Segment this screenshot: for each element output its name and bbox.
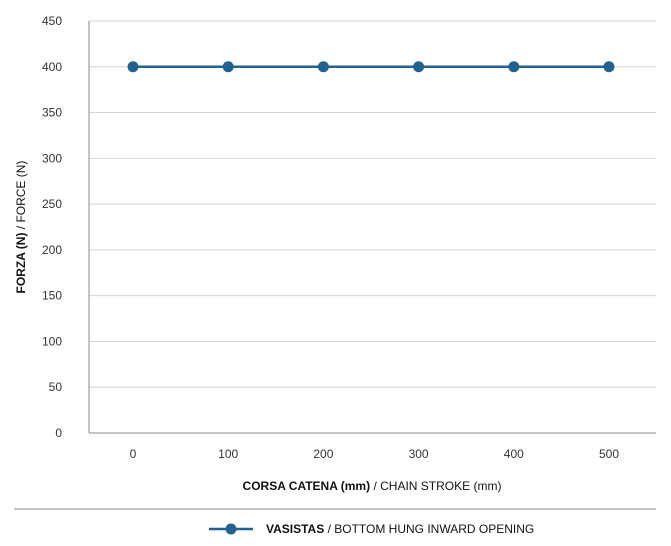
y-tick-100: 100 bbox=[42, 334, 62, 348]
y-tick-50: 50 bbox=[49, 380, 63, 394]
legend-label-rest: / BOTTOM HUNG INWARD OPENING bbox=[324, 522, 534, 536]
y-tick-0: 0 bbox=[55, 426, 62, 440]
y-tick-200: 200 bbox=[42, 243, 62, 257]
y-tick-450: 450 bbox=[42, 14, 62, 28]
y-tick-300: 300 bbox=[42, 151, 62, 165]
y-axis-label-rest: / FORCE (N) bbox=[14, 161, 28, 233]
y-tick-400: 400 bbox=[42, 60, 62, 74]
legend-label-bold: VASISTAS bbox=[266, 522, 324, 536]
data-point-400 bbox=[508, 61, 520, 73]
legend-series-marker bbox=[225, 523, 237, 535]
grid-lines bbox=[89, 20, 656, 388]
x-tick-400: 400 bbox=[504, 447, 524, 461]
y-tick-150: 150 bbox=[42, 289, 62, 303]
y-tick-250: 250 bbox=[42, 197, 62, 211]
x-axis-label: CORSA CATENA (mm) / CHAIN STROKE (mm) bbox=[243, 479, 502, 493]
y-tick-labels: 0 50 100 150 200 250 300 350 400 450 bbox=[42, 14, 62, 440]
data-point-300 bbox=[413, 61, 425, 73]
legend: VASISTAS / BOTTOM HUNG INWARD OPENING bbox=[209, 522, 534, 536]
data-point-500 bbox=[603, 61, 615, 73]
x-axis-label-bold: CORSA CATENA (mm) bbox=[243, 479, 371, 493]
x-tick-300: 300 bbox=[409, 447, 429, 461]
data-point-0 bbox=[127, 61, 139, 73]
x-tick-500: 500 bbox=[599, 447, 619, 461]
x-tick-100: 100 bbox=[218, 447, 238, 461]
data-point-100 bbox=[222, 61, 234, 73]
y-tick-350: 350 bbox=[42, 106, 62, 120]
y-axis-label: FORZA (N) / FORCE (N) bbox=[14, 161, 28, 294]
y-axis-label-bold: FORZA (N) bbox=[14, 233, 28, 294]
legend-series-label: VASISTAS / BOTTOM HUNG INWARD OPENING bbox=[266, 522, 534, 536]
data-point-200 bbox=[317, 61, 329, 73]
x-tick-200: 200 bbox=[313, 447, 333, 461]
x-tick-labels: 0 100 200 300 400 500 bbox=[130, 447, 620, 461]
x-tick-0: 0 bbox=[130, 447, 137, 461]
x-axis-label-rest: / CHAIN STROKE (mm) bbox=[370, 479, 501, 493]
series-layer bbox=[127, 61, 615, 73]
